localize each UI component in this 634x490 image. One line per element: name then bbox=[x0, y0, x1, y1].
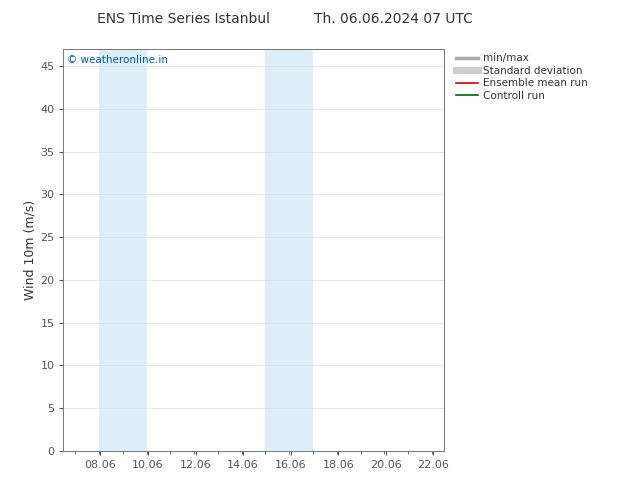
Bar bbox=[99, 49, 146, 451]
Y-axis label: Wind 10m (m/s): Wind 10m (m/s) bbox=[23, 200, 36, 300]
Text: © weatheronline.in: © weatheronline.in bbox=[67, 55, 168, 65]
Bar bbox=[266, 49, 313, 451]
Legend: min/max, Standard deviation, Ensemble mean run, Controll run: min/max, Standard deviation, Ensemble me… bbox=[451, 49, 592, 105]
Text: Th. 06.06.2024 07 UTC: Th. 06.06.2024 07 UTC bbox=[314, 12, 472, 26]
Text: ENS Time Series Istanbul: ENS Time Series Istanbul bbox=[98, 12, 270, 26]
